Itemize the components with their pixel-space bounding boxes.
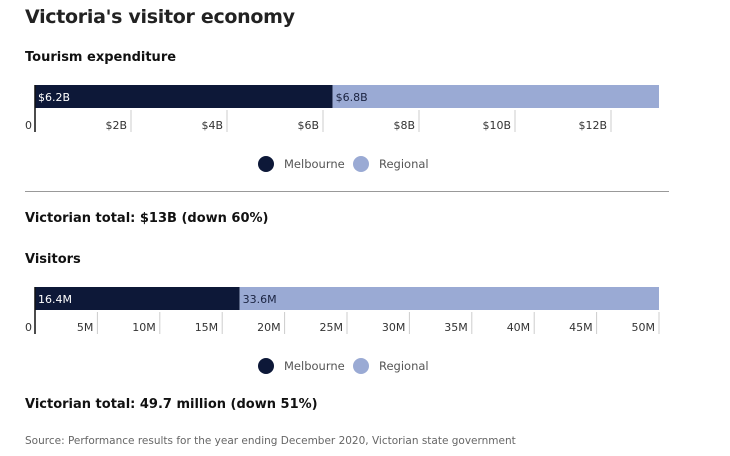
legend-item-regional: Regional <box>353 358 429 374</box>
tourism-expenditure-chart: $6.2B $6.8B 0 $2B $4B $6B $8B $10B $12B <box>25 85 659 132</box>
expenditure-total: Victorian total: $13B (down 60%) <box>25 211 269 226</box>
bar-label-melbourne: 16.4M <box>38 293 72 306</box>
bar-melbourne <box>35 85 333 108</box>
bar-label-regional: 33.6M <box>243 293 277 306</box>
source-note: Source: Performance results for the year… <box>25 435 516 447</box>
bar-regional <box>239 287 659 310</box>
tick-label: 50M <box>632 321 656 334</box>
tick-label: 25M <box>320 321 344 334</box>
legend-item-melbourne: Melbourne <box>258 156 345 172</box>
visitors-chart: 16.4M 33.6M 0 5M 10M 15M 20M 25M 30M 35M 40M 45M 50M <box>25 287 660 334</box>
visitors-total: Victorian total: 49.7 million (down 51%) <box>25 397 318 412</box>
tick-label: $6B <box>297 119 319 132</box>
legend-item-regional: Regional <box>353 156 429 172</box>
tick-label: 0 <box>25 119 32 132</box>
legend-visitors: Melbourne Regional <box>0 358 730 378</box>
bar-regional <box>332 85 659 108</box>
bar-label-melbourne: $6.2B <box>38 91 70 104</box>
tick-label: $8B <box>393 119 415 132</box>
tick-label: 0 <box>25 321 32 334</box>
bar-label-regional: $6.8B <box>336 91 368 104</box>
visitors-heading: Visitors <box>25 252 81 267</box>
tick-label: 45M <box>569 321 593 334</box>
legend-item-melbourne: Melbourne <box>258 358 345 374</box>
legend-swatch-melbourne <box>258 358 274 374</box>
tick-label: 40M <box>507 321 531 334</box>
tick-label: 20M <box>257 321 281 334</box>
legend-label-regional: Regional <box>379 359 429 373</box>
tick-label: 30M <box>382 321 406 334</box>
legend-label-melbourne: Melbourne <box>284 157 345 171</box>
tick-label: 10M <box>132 321 156 334</box>
tourism-expenditure-heading: Tourism expenditure <box>25 50 177 65</box>
page-title: Victoria's visitor economy <box>25 6 295 28</box>
tick-label: $12B <box>578 119 607 132</box>
section-divider <box>25 191 669 192</box>
legend-label-melbourne: Melbourne <box>284 359 345 373</box>
legend-swatch-melbourne <box>258 156 274 172</box>
tick-label: $2B <box>105 119 127 132</box>
legend-swatch-regional <box>353 156 369 172</box>
tick-label: 5M <box>77 321 94 334</box>
tick-label: $4B <box>201 119 223 132</box>
legend-expenditure: Melbourne Regional <box>0 156 730 176</box>
legend-label-regional: Regional <box>379 157 429 171</box>
tick-label: 15M <box>195 321 219 334</box>
tick-label: 35M <box>444 321 468 334</box>
bar-melbourne <box>35 287 240 310</box>
tick-label: $10B <box>482 119 511 132</box>
legend-swatch-regional <box>353 358 369 374</box>
